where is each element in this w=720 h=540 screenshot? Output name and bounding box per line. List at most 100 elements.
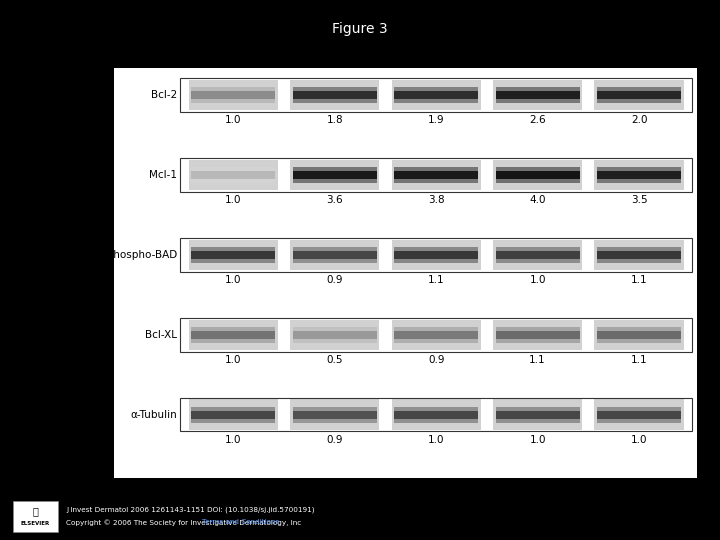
Text: 0.5: 0.5 [326, 355, 343, 365]
Bar [192, 259, 275, 263]
Bar [495, 167, 580, 171]
Bar [293, 327, 377, 343]
Text: 0.9: 0.9 [326, 275, 343, 285]
Bar [392, 160, 481, 190]
Bar [493, 240, 582, 270]
Bar [189, 160, 278, 190]
Bar [293, 179, 377, 183]
Text: 1.0: 1.0 [225, 275, 241, 285]
Bar [395, 339, 478, 343]
Bar [597, 167, 681, 171]
Text: Copyright © 2006 The Society for Investigative Dermatology, Inc: Copyright © 2006 The Society for Investi… [66, 519, 304, 525]
Bar [290, 160, 379, 190]
Bar [192, 247, 275, 263]
Text: G7: G7 [631, 57, 647, 68]
Bar [595, 320, 684, 350]
Text: 3.6: 3.6 [326, 195, 343, 205]
Text: 1.0: 1.0 [225, 355, 241, 365]
Bar [493, 320, 582, 350]
Bar [395, 99, 478, 103]
Bar [293, 259, 377, 263]
Bar [495, 87, 580, 91]
Bar [597, 247, 681, 251]
Text: 4.0: 4.0 [529, 195, 546, 205]
Bar [192, 407, 275, 423]
Bar [192, 339, 275, 343]
Bar [293, 247, 377, 263]
Bar [192, 418, 275, 423]
Text: 1.0: 1.0 [225, 195, 241, 205]
Bar [495, 259, 580, 263]
Bar [290, 400, 379, 430]
Bar [192, 327, 275, 343]
Bar [293, 99, 377, 103]
Text: E4: E4 [531, 57, 544, 68]
Text: 3.8: 3.8 [428, 195, 444, 205]
Bar [181, 238, 692, 272]
Text: Bcl-2: Bcl-2 [150, 90, 177, 100]
Text: 1.1: 1.1 [529, 355, 546, 365]
Text: ELSEVIER: ELSEVIER [21, 521, 50, 526]
Bar [181, 398, 692, 431]
Bar [290, 320, 379, 350]
Bar [293, 247, 377, 251]
Bar [192, 327, 275, 331]
Bar [395, 407, 478, 423]
Bar [392, 80, 481, 110]
Bar [495, 407, 580, 411]
Bar [192, 99, 275, 103]
Bar [495, 418, 580, 423]
Text: B4: B4 [328, 57, 341, 68]
Text: 1.8: 1.8 [326, 115, 343, 125]
Bar [597, 247, 681, 263]
Bar [392, 400, 481, 430]
Text: 1.0: 1.0 [225, 115, 241, 125]
Bar [395, 87, 478, 103]
Bar [395, 167, 478, 183]
Bar [392, 240, 481, 270]
Bar [395, 179, 478, 183]
Bar [597, 167, 681, 183]
Bar [293, 327, 377, 331]
Bar [192, 87, 275, 103]
Bar [293, 87, 377, 91]
Bar [495, 167, 580, 183]
Text: 0.9: 0.9 [428, 355, 444, 365]
Text: 1.1: 1.1 [631, 355, 647, 365]
Bar [189, 80, 278, 110]
Text: 1.9: 1.9 [428, 115, 444, 125]
Bar [597, 87, 681, 103]
Text: 1.0: 1.0 [529, 435, 546, 444]
Text: J Invest Dermatol 2006 1261143-1151 DOI: (10.1038/sj.jid.5700191): J Invest Dermatol 2006 1261143-1151 DOI:… [66, 507, 315, 513]
Bar [597, 418, 681, 423]
Bar [395, 327, 478, 343]
Bar [192, 407, 275, 411]
Text: 0.9: 0.9 [326, 435, 343, 444]
Bar [495, 407, 580, 423]
Bar [192, 87, 275, 91]
Bar [495, 247, 580, 263]
Bar [595, 160, 684, 190]
Text: 2.0: 2.0 [631, 115, 647, 125]
Text: 1.0: 1.0 [631, 435, 647, 444]
Text: 🌳: 🌳 [32, 507, 38, 516]
Bar [189, 320, 278, 350]
Text: 1.1: 1.1 [428, 275, 444, 285]
Bar [597, 179, 681, 183]
Bar [395, 87, 478, 91]
Bar [181, 78, 692, 112]
Bar [290, 240, 379, 270]
Bar [597, 99, 681, 103]
Bar [395, 167, 478, 171]
Bar [495, 87, 580, 103]
Bar [293, 167, 377, 183]
Bar [597, 259, 681, 263]
Bar [13, 501, 58, 532]
Bar [495, 327, 580, 343]
Bar [493, 400, 582, 430]
Bar [595, 80, 684, 110]
Bar [395, 327, 478, 331]
Bar [189, 240, 278, 270]
Bar [597, 327, 681, 343]
Bar [597, 407, 681, 411]
